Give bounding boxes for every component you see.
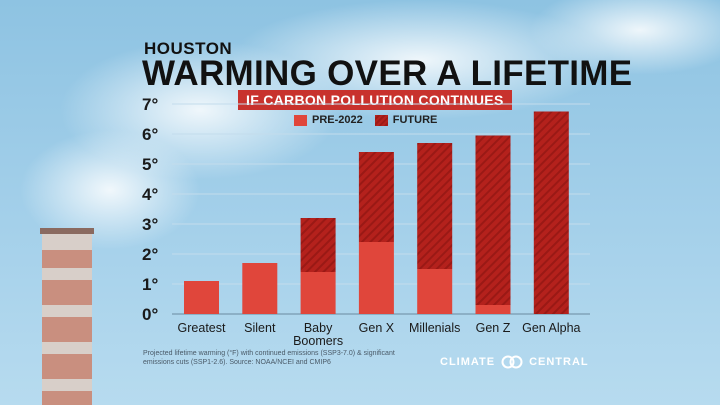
bar-future-4 [417, 143, 453, 269]
brand-name-right: CENTRAL [529, 356, 589, 368]
x-tick-label: Baby Boomers [293, 321, 343, 348]
bar-pre-2022-2 [300, 272, 336, 314]
legend-swatch-future [374, 114, 388, 126]
location-label: HOUSTON [144, 39, 233, 58]
bar-pre-2022-1 [242, 263, 278, 314]
bar-future-3 [358, 152, 394, 242]
bars [184, 111, 569, 314]
x-tick-label: Gen Z [476, 321, 511, 335]
y-tick-label: 1° [142, 275, 158, 294]
footnote: Projected lifetime warming (°F) with con… [143, 350, 395, 366]
y-tick-label: 3° [142, 215, 158, 234]
chart-title: WARMING OVER A LIFETIME [142, 54, 633, 93]
y-tick-label: 0° [142, 305, 158, 324]
x-tick-label: Millenials [409, 321, 460, 335]
bar-future-6 [533, 111, 569, 314]
legend-swatch-pre-2022 [294, 114, 307, 126]
brand-logo-icon [501, 355, 523, 369]
y-tick-label: 5° [142, 155, 158, 174]
x-tick-label: Gen Alpha [522, 321, 580, 335]
bar-future-2 [300, 218, 336, 272]
y-axis: 0° 1° 2° 3° 4° 5° 6° 7° [142, 95, 158, 324]
legend-label-pre-2022: PRE-2022 [312, 114, 363, 126]
bar-future-5 [475, 135, 511, 305]
x-axis: Greatest Silent Baby Boomers Gen X Millenials… [178, 321, 581, 348]
legend: PRE-2022 FUTURE [294, 114, 437, 126]
x-tick-label: Gen X [359, 321, 395, 335]
smoke-cloud [530, 0, 720, 75]
legend-item-pre-2022: PRE-2022 [294, 114, 363, 126]
x-tick-label: Silent [244, 321, 276, 335]
smokestack [40, 228, 94, 405]
bar-pre-2022-3 [358, 242, 394, 314]
x-tick-label: Greatest [178, 321, 226, 335]
bar-pre-2022-0 [184, 281, 219, 314]
y-tick-label: 6° [142, 125, 158, 144]
legend-label-future: FUTURE [392, 114, 438, 126]
legend-item-future: FUTURE [374, 114, 438, 126]
y-tick-label: 2° [142, 245, 158, 264]
bar-pre-2022-4 [417, 269, 453, 314]
y-tick-label: 7° [142, 95, 158, 114]
brand-name-left: CLIMATE [440, 356, 496, 368]
climate-central-logo: CLIMATE CENTRAL [440, 355, 589, 369]
y-tick-label: 4° [142, 185, 158, 204]
bar-pre-2022-5 [475, 305, 511, 314]
